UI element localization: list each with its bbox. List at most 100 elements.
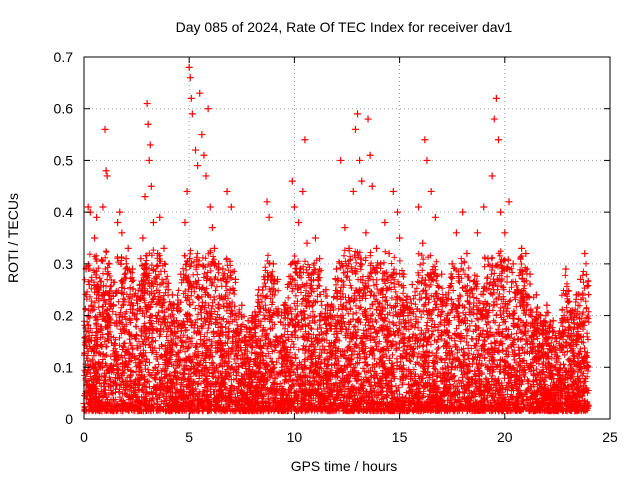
- data-point: [377, 260, 385, 268]
- data-point: [118, 229, 126, 237]
- data-point: [364, 115, 372, 123]
- data-point: [137, 255, 145, 263]
- data-point: [473, 229, 481, 237]
- data-point: [381, 218, 389, 226]
- data-point: [505, 198, 513, 206]
- x-tick-label: 25: [602, 429, 618, 445]
- chart-title: Day 085 of 2024, Rate Of TEC Index for r…: [176, 19, 513, 35]
- data-point: [497, 208, 505, 216]
- data-point: [509, 260, 517, 268]
- data-point: [393, 208, 401, 216]
- y-tick-label: 0.3: [54, 256, 74, 272]
- y-tick-label: 0: [65, 411, 73, 427]
- data-point: [358, 177, 366, 185]
- data-point: [102, 167, 110, 175]
- data-point: [311, 234, 319, 242]
- data-point: [223, 187, 231, 195]
- data-point: [122, 255, 130, 263]
- x-tick-label: 15: [392, 429, 408, 445]
- data-point: [146, 141, 154, 149]
- data-point: [297, 374, 305, 382]
- data-point: [93, 213, 101, 221]
- data-point: [263, 198, 271, 206]
- data-point: [196, 89, 204, 97]
- data-point: [186, 74, 194, 82]
- data-point: [86, 389, 94, 397]
- data-point: [307, 270, 315, 278]
- data-point: [488, 172, 496, 180]
- data-point: [244, 317, 252, 325]
- data-point: [484, 255, 492, 263]
- data-point: [188, 110, 196, 118]
- data-point: [513, 286, 521, 294]
- data-point: [103, 172, 111, 180]
- data-point: [269, 260, 277, 268]
- data-point: [537, 312, 545, 320]
- cloud-markers: [81, 247, 592, 415]
- data-point: [208, 224, 216, 232]
- data-point: [494, 136, 502, 144]
- data-point: [564, 332, 572, 340]
- data-points: [80, 63, 591, 407]
- data-point: [154, 250, 162, 258]
- data-point: [259, 327, 267, 335]
- y-axis-label: ROTI / TECUs: [5, 193, 21, 283]
- data-point: [200, 151, 208, 159]
- data-point: [149, 218, 157, 226]
- y-tick-label: 0.6: [54, 101, 74, 117]
- y-tick-label: 0.1: [54, 359, 74, 375]
- y-tick-label: 0.7: [54, 49, 74, 65]
- x-tick-label: 5: [185, 429, 193, 445]
- data-point: [187, 94, 195, 102]
- data-point: [99, 203, 107, 211]
- data-point: [156, 213, 164, 221]
- data-point: [577, 275, 585, 283]
- data-point: [322, 286, 330, 294]
- data-point: [128, 265, 136, 273]
- data-point: [526, 270, 534, 278]
- y-tick-label: 0.5: [54, 152, 74, 168]
- data-point: [299, 187, 307, 195]
- data-point: [227, 203, 235, 211]
- data-point: [345, 244, 353, 252]
- data-point: [551, 394, 559, 402]
- data-point: [255, 286, 263, 294]
- data-point: [168, 291, 176, 299]
- data-point: [101, 125, 109, 133]
- data-point: [177, 270, 185, 278]
- data-point: [570, 399, 578, 407]
- data-point: [543, 301, 551, 309]
- data-point: [152, 384, 160, 392]
- data-point: [204, 105, 212, 113]
- data-point: [522, 250, 530, 258]
- data-point: [549, 317, 557, 325]
- data-point: [465, 379, 473, 387]
- data-point: [427, 187, 435, 195]
- data-point: [147, 182, 155, 190]
- data-point: [219, 265, 227, 273]
- data-point: [116, 208, 124, 216]
- data-point: [248, 312, 256, 320]
- data-point: [446, 389, 454, 397]
- data-point: [379, 384, 387, 392]
- data-point: [271, 394, 279, 402]
- data-point: [362, 229, 370, 237]
- data-point: [91, 234, 99, 242]
- data-point: [301, 136, 309, 144]
- data-point: [351, 125, 359, 133]
- data-point: [341, 224, 349, 232]
- data-point: [337, 156, 345, 164]
- data-point: [448, 260, 456, 268]
- data-point: [164, 286, 172, 294]
- data-point: [518, 244, 526, 252]
- data-point: [185, 63, 193, 71]
- data-point: [528, 389, 536, 397]
- data-point: [198, 131, 206, 139]
- data-point: [114, 218, 122, 226]
- data-point: [234, 389, 242, 397]
- data-point: [452, 229, 460, 237]
- data-point: [423, 156, 431, 164]
- data-point: [459, 208, 467, 216]
- x-tick-label: 0: [80, 429, 88, 445]
- data-point: [124, 244, 132, 252]
